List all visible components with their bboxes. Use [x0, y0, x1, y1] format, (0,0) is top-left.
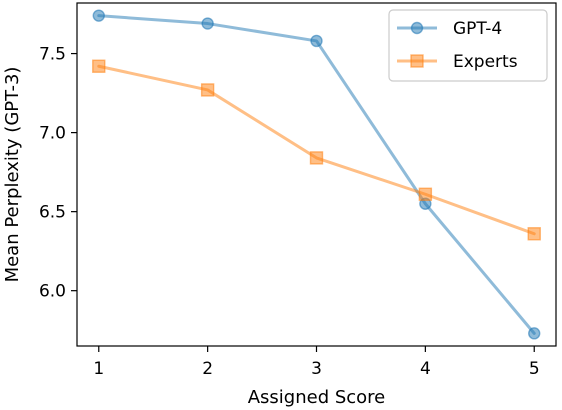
x-tick-label: 2	[202, 359, 213, 379]
legend-entry: GPT-4	[397, 19, 502, 39]
legend-label: Experts	[453, 52, 518, 72]
legend-label: GPT-4	[453, 19, 502, 39]
series-line	[97, 64, 536, 236]
data-point	[528, 327, 541, 340]
legend-marker	[410, 54, 424, 68]
data-point	[201, 17, 214, 30]
legend: GPT-4 Experts	[388, 9, 548, 82]
y-axis-ticks: 6.0 6.5 7.0 7.5	[39, 45, 77, 302]
legend-marker	[410, 21, 424, 35]
x-tick-label: 4	[420, 359, 431, 379]
x-axis-ticks: 1 2 3 4 5	[93, 346, 540, 379]
y-tick-label: 6.0	[39, 282, 66, 302]
data-point	[92, 59, 106, 73]
series-layer	[92, 9, 541, 340]
y-axis-label: Mean Perplexity (GPT-3)	[2, 67, 23, 283]
y-tick-label: 7.0	[39, 124, 66, 144]
series-experts	[92, 59, 541, 241]
x-axis-label: Assigned Score	[248, 387, 386, 408]
legend-entry: Experts	[397, 52, 518, 72]
data-point	[527, 227, 541, 241]
data-point	[92, 9, 105, 22]
y-tick-label: 6.5	[39, 203, 66, 223]
data-point	[309, 151, 324, 165]
y-tick-label: 7.5	[39, 45, 66, 65]
x-tick-label: 3	[311, 359, 322, 379]
x-tick-label: 1	[93, 359, 104, 379]
data-point	[310, 34, 323, 48]
x-tick-label: 5	[529, 359, 540, 379]
data-point	[200, 83, 215, 97]
data-point	[418, 187, 433, 201]
